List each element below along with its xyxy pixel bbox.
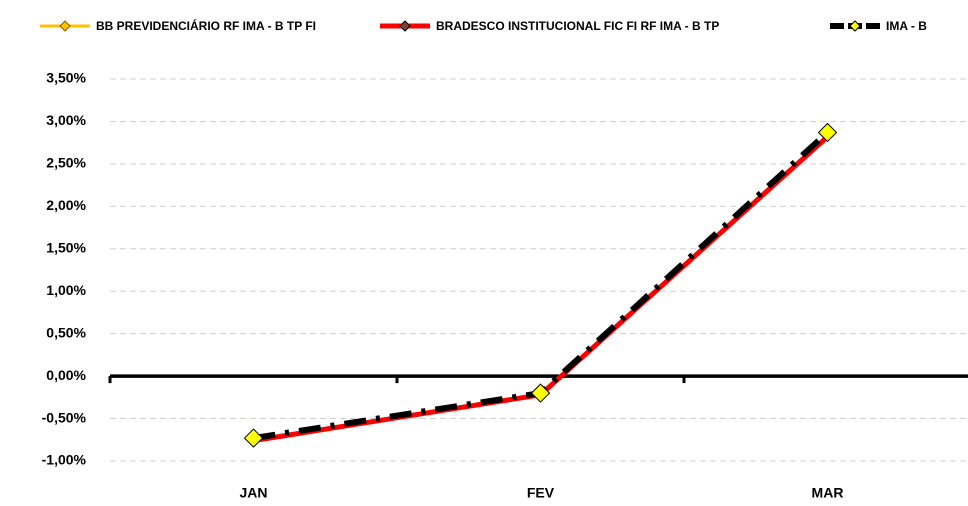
y-tick-label: 0,50% [46,324,86,340]
y-tick-label: -0,50% [42,409,87,425]
marker [817,122,838,143]
y-tick-label: 0,00% [46,367,86,383]
legend-label: BB PREVIDENCIÁRIO RF IMA - B TP FI [96,18,316,33]
y-tick-label: -1,00% [42,452,87,468]
y-tick-label: 2,00% [46,197,86,213]
y-tick-label: 3,50% [46,70,86,86]
y-tick-label: 1,50% [46,239,86,255]
x-tick-label: FEV [527,485,555,501]
y-tick-label: 1,00% [46,282,86,298]
y-tick-label: 3,00% [46,112,86,128]
legend-label: BRADESCO INSTITUCIONAL FIC FI RF IMA - B… [436,19,719,33]
legend-marker [59,20,71,32]
legend-label: IMA - B [886,19,927,33]
x-tick-label: JAN [239,485,267,501]
legend-marker [399,20,411,32]
legend-marker [849,20,861,32]
x-tick-label: MAR [812,485,844,501]
marker [530,383,551,403]
marker [243,428,264,448]
y-tick-label: 2,50% [46,155,86,171]
